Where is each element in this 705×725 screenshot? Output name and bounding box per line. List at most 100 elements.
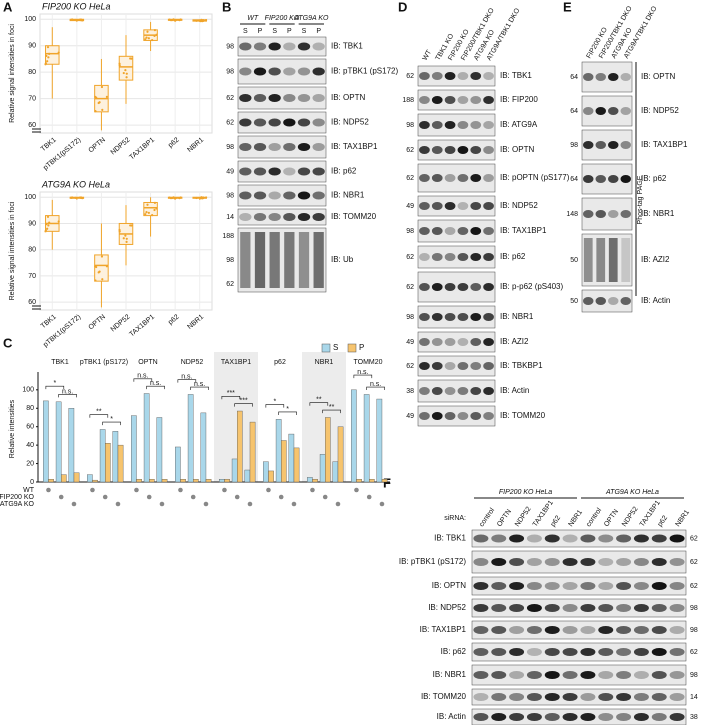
sig-label: ** — [96, 409, 102, 416]
band — [444, 227, 456, 235]
blot — [417, 245, 496, 269]
condition-dot — [71, 501, 77, 507]
mw-marker: 98 — [570, 142, 578, 149]
group-label: WT — [247, 15, 259, 22]
band — [239, 213, 252, 221]
bar — [288, 433, 295, 483]
band — [526, 713, 542, 721]
ib-label: IB: FIP200 — [500, 95, 538, 104]
legend-swatch — [347, 343, 357, 353]
blot — [237, 58, 327, 85]
bar — [136, 479, 142, 483]
band — [419, 96, 430, 104]
condition-dot — [310, 487, 315, 493]
band — [620, 175, 631, 183]
condition-dot — [178, 487, 183, 493]
band — [633, 582, 649, 590]
mw-marker: 148 — [566, 211, 578, 218]
bar — [112, 431, 119, 483]
sig-label: * — [286, 406, 289, 413]
ib-label: IB: NBR1 — [433, 670, 467, 679]
band — [616, 604, 632, 612]
x-tick-label: TBK1 — [40, 137, 58, 154]
band — [457, 227, 469, 235]
band — [583, 175, 594, 183]
band — [283, 42, 296, 51]
category-label: TAX1BP1 — [221, 359, 251, 366]
point-deco — [179, 196, 182, 199]
ib-label: IB: TBK1 — [331, 42, 363, 51]
band — [544, 534, 560, 543]
band — [483, 412, 494, 420]
point-deco — [174, 197, 177, 200]
bar — [219, 479, 225, 483]
band — [253, 118, 267, 127]
band — [431, 174, 443, 182]
band — [620, 107, 631, 115]
bar — [249, 421, 256, 483]
band — [473, 693, 489, 701]
sig-label: * — [110, 416, 113, 423]
ib-label: IB: NBR1 — [331, 191, 365, 200]
band — [598, 648, 614, 656]
bar — [99, 429, 106, 483]
band — [253, 42, 267, 51]
band — [651, 713, 667, 721]
band — [595, 175, 606, 183]
band — [633, 671, 649, 679]
sig-label: ** — [316, 397, 322, 404]
legend-swatch — [321, 343, 331, 353]
point-deco — [153, 34, 156, 38]
band — [583, 297, 594, 305]
band — [583, 141, 594, 149]
blot — [237, 184, 327, 207]
band — [457, 313, 469, 321]
point-deco — [105, 95, 108, 98]
ib-label: IB: TBKBP1 — [500, 361, 543, 370]
sig-label: n.s. — [181, 374, 192, 381]
y-tick-label: 0 — [30, 479, 34, 486]
band — [253, 213, 267, 221]
band — [444, 202, 456, 210]
band — [483, 72, 494, 80]
band — [491, 713, 507, 721]
band — [473, 604, 489, 612]
panel-letter: D — [398, 0, 407, 14]
ib-label: IB: OPTN — [500, 145, 534, 154]
blot — [417, 89, 496, 111]
mw-marker: 62 — [406, 147, 414, 154]
bar — [275, 419, 282, 483]
panel-letter: A — [3, 0, 13, 14]
band — [595, 73, 606, 81]
y-tick-label: 100 — [22, 387, 34, 394]
band — [470, 412, 482, 420]
band — [616, 671, 632, 679]
band — [580, 626, 596, 634]
point-deco — [205, 18, 208, 22]
lane-label: S — [243, 28, 248, 35]
bar — [224, 479, 230, 483]
band — [297, 213, 311, 221]
y-tick-label: 90 — [28, 43, 36, 50]
bar — [381, 479, 388, 483]
ib-label: IB: pOPTN (pS177) — [500, 173, 570, 182]
blot — [581, 233, 633, 287]
band — [580, 671, 596, 679]
band — [470, 283, 482, 291]
point-deco — [48, 52, 51, 56]
band — [283, 143, 296, 151]
condition-dot — [322, 494, 328, 500]
ib-label: IB: ATG9A — [500, 120, 538, 129]
band — [470, 313, 482, 321]
x-tick-label: TBK1 — [40, 314, 58, 331]
band — [253, 167, 267, 176]
sig-label: ** — [329, 404, 335, 411]
blot — [417, 405, 496, 427]
bar — [68, 408, 75, 483]
ib-label: IB: NDP52 — [331, 118, 369, 127]
bar — [43, 400, 49, 483]
sig-bracket — [366, 386, 385, 391]
band — [651, 558, 667, 566]
band — [483, 174, 494, 182]
chart-title: ATG9A KO HeLa — [41, 179, 110, 189]
